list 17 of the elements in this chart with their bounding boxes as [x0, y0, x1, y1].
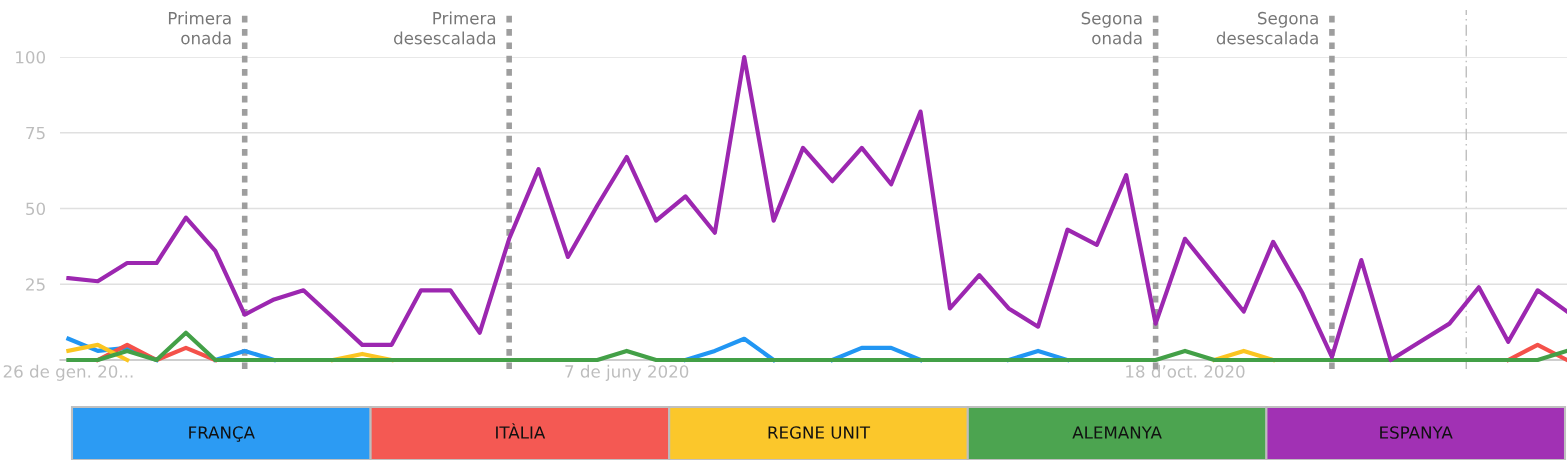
y-tick-label: 25 [26, 278, 45, 291]
x-tick-label: 26 de gen. 20... [3, 364, 133, 381]
x-tick-label: 18 d’oct. 2020 [1126, 364, 1245, 378]
x-tick-label: 7 de juny 2020 [565, 364, 689, 381]
text: ITÀLIA [496, 423, 546, 439]
text: FRANÇA [189, 426, 255, 442]
text: REGNE UNIT [768, 426, 871, 439]
ref-line-label: Primera desescalada [394, 11, 496, 45]
ref-line-label: Primera onada [168, 11, 231, 45]
text: ALEMANYA [1072, 426, 1162, 439]
ref-line-label: Segona desescalada [1216, 11, 1318, 45]
y-tick-label: 75 [26, 126, 45, 140]
y-tick-label: 100 [16, 50, 45, 64]
ref-line-label: Segona onada [1081, 11, 1142, 45]
y-tick-label: 50 [26, 202, 45, 216]
line-series [66, 54, 1567, 363]
text: ESPANYA [1380, 426, 1453, 439]
